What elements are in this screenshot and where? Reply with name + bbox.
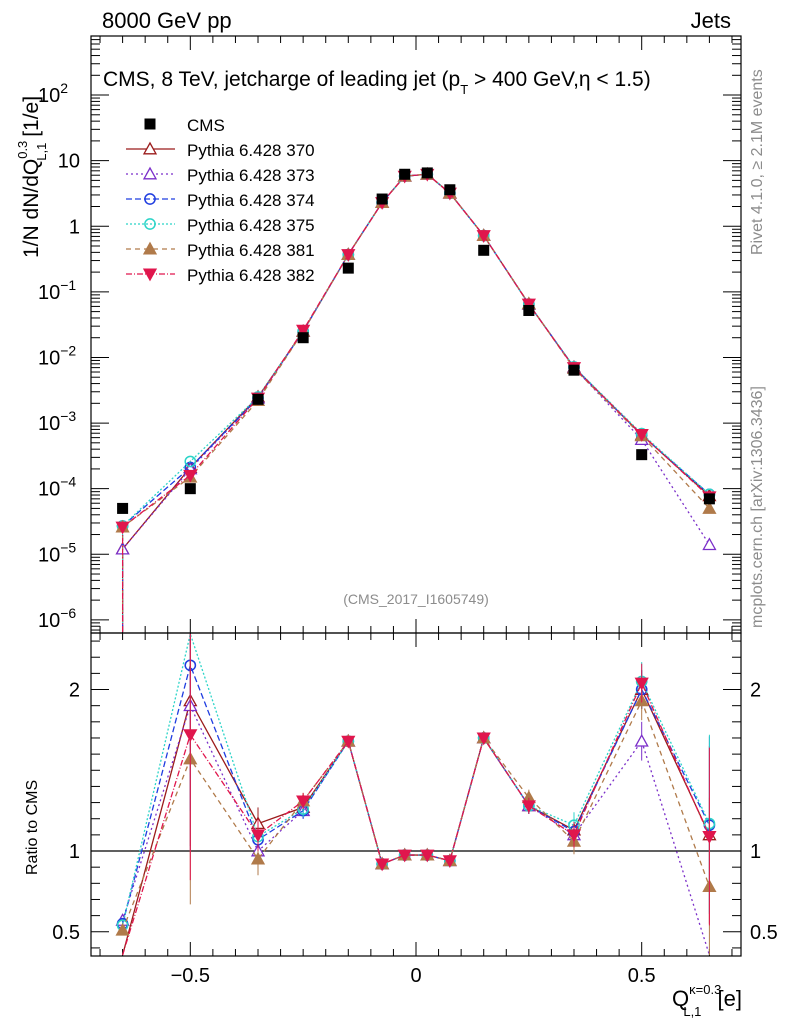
series-point: [115, 521, 130, 535]
ratio-point: [115, 922, 130, 936]
header-energy-label: 8000 GeV pp: [102, 8, 232, 33]
x-tick-label: 0.5: [628, 965, 656, 987]
legend-marker: [144, 193, 156, 205]
series-line-main: [122, 173, 710, 528]
series-point: [521, 298, 536, 312]
y-tick-label: 10−6: [38, 605, 76, 632]
cms-data-point: [376, 193, 388, 205]
ratio-tick-label-right: 0.5: [750, 922, 778, 944]
series-line-ratio: [121, 681, 710, 956]
cms-data-point: [342, 262, 354, 274]
y-tick-label: 10−5: [38, 539, 76, 566]
y-axis-label: 1/N dN/dQ0.3 L,1 [1/e]: [15, 96, 49, 258]
series-line-ratio: [121, 631, 710, 926]
analysis-id-label: (CMS_2017_I1605749): [343, 591, 489, 607]
ratio-tick-label-right: 2: [750, 680, 761, 702]
legend-marker: [144, 218, 156, 230]
cms-data-point: [297, 332, 309, 344]
series-0: [115, 166, 717, 956]
ratio-point: [476, 732, 491, 746]
ratio-point: [634, 733, 649, 747]
cms-data-point: [636, 449, 648, 461]
series-4: [115, 166, 717, 955]
ratio-tick-label-left: 0.5: [52, 922, 80, 944]
legend-marker: [142, 141, 158, 155]
y-tick-label: 1: [69, 216, 80, 238]
cms-data-point: [252, 393, 264, 405]
ratio-tick-label-right: 1: [750, 841, 761, 863]
series-point: [183, 469, 198, 483]
cms-data-point: [478, 244, 490, 256]
ratio-point: [521, 800, 536, 814]
series-point: [296, 324, 311, 338]
legend-label: Pythia 6.428 381: [187, 241, 315, 260]
y-tick-label: 10−3: [38, 408, 76, 435]
y-tick-label: 10−4: [38, 474, 76, 501]
series-line-ratio: [121, 663, 710, 924]
series-1: [115, 166, 717, 956]
cms-data-point: [421, 167, 433, 179]
rivet-version-label: Rivet 4.1.0, ≥ 2.1M events: [749, 69, 766, 255]
y-tick-label: 10−1: [38, 277, 76, 304]
series-point: [341, 249, 356, 262]
ratio-point: [397, 849, 412, 863]
x-tick-label: 0: [410, 965, 421, 987]
cms-data-point: [117, 502, 129, 514]
cms-data-point: [399, 168, 411, 180]
legend-label: Pythia 6.428 375: [187, 216, 315, 235]
series-layer: [115, 166, 717, 956]
ratio-point: [250, 851, 266, 865]
series-point: [634, 429, 649, 442]
axis-tick-labels: −0.5 0 0.5 10−6 10−5 10−4 10−3 10−2 10−1 1 10 102 0.…: [38, 80, 778, 987]
x-tick-label: −0.5: [171, 965, 210, 987]
ratio-point: [634, 677, 649, 691]
series-5: [115, 168, 717, 956]
series-point: [184, 455, 197, 468]
ratio-point: [420, 849, 435, 863]
ratio-point: [341, 735, 356, 749]
legend-marker: [142, 241, 158, 255]
cms-data-point: [703, 493, 715, 505]
legend-label: Pythia 6.428 374: [187, 191, 315, 210]
series-point: [702, 537, 717, 551]
axis-ticks: [91, 36, 741, 956]
legend-label: Pythia 6.428 382: [187, 266, 315, 285]
cms-data-point: [568, 364, 580, 376]
x-axis-label: Qκ=0.3 L,1 [e]: [672, 982, 742, 1019]
ratio-point: [296, 795, 311, 809]
legend-marker: [142, 166, 158, 180]
series-point: [702, 501, 717, 514]
ratio-point: [183, 729, 198, 743]
ratio-point: [250, 829, 266, 843]
ratio-tick-label-left: 2: [69, 680, 80, 702]
ratio-point: [442, 855, 457, 869]
legend-marker-cms: [144, 118, 156, 130]
cms-data-point: [444, 184, 456, 196]
chart-title: CMS, 8 TeV, jetcharge of leading jet (pT…: [103, 68, 651, 97]
series-line-main: [122, 173, 710, 528]
y-tick-label: 10: [58, 151, 80, 173]
series-line-ratio: [121, 699, 711, 931]
cms-data-point: [184, 483, 196, 495]
ratio-tick-label-left: 1: [69, 841, 80, 863]
cms-data-point: [523, 304, 535, 316]
legend-label: Pythia 6.428 373: [187, 166, 315, 185]
series-line-ratio: [121, 703, 711, 956]
ratio-point: [702, 831, 717, 844]
header-jets-label: Jets: [691, 8, 731, 33]
legend: CMS Pythia 6.428 370 Pythia 6.428 373 Pythi…: [126, 116, 315, 285]
y-tick-label: 10−2: [38, 342, 76, 369]
ratio-point: [566, 829, 582, 843]
legend-label-cms: CMS: [187, 116, 225, 135]
legend-marker: [142, 268, 158, 282]
legend-label: Pythia 6.428 370: [187, 141, 315, 160]
y-tick-label: 102: [38, 80, 68, 107]
ratio-point: [375, 858, 390, 872]
mcplots-label: mcplots.cern.ch [arXiv:1306.3436]: [749, 386, 766, 628]
series-point: [476, 230, 491, 243]
cms-data-layer: [117, 167, 715, 514]
ratio-y-axis-label: Ratio to CMS: [24, 780, 41, 875]
